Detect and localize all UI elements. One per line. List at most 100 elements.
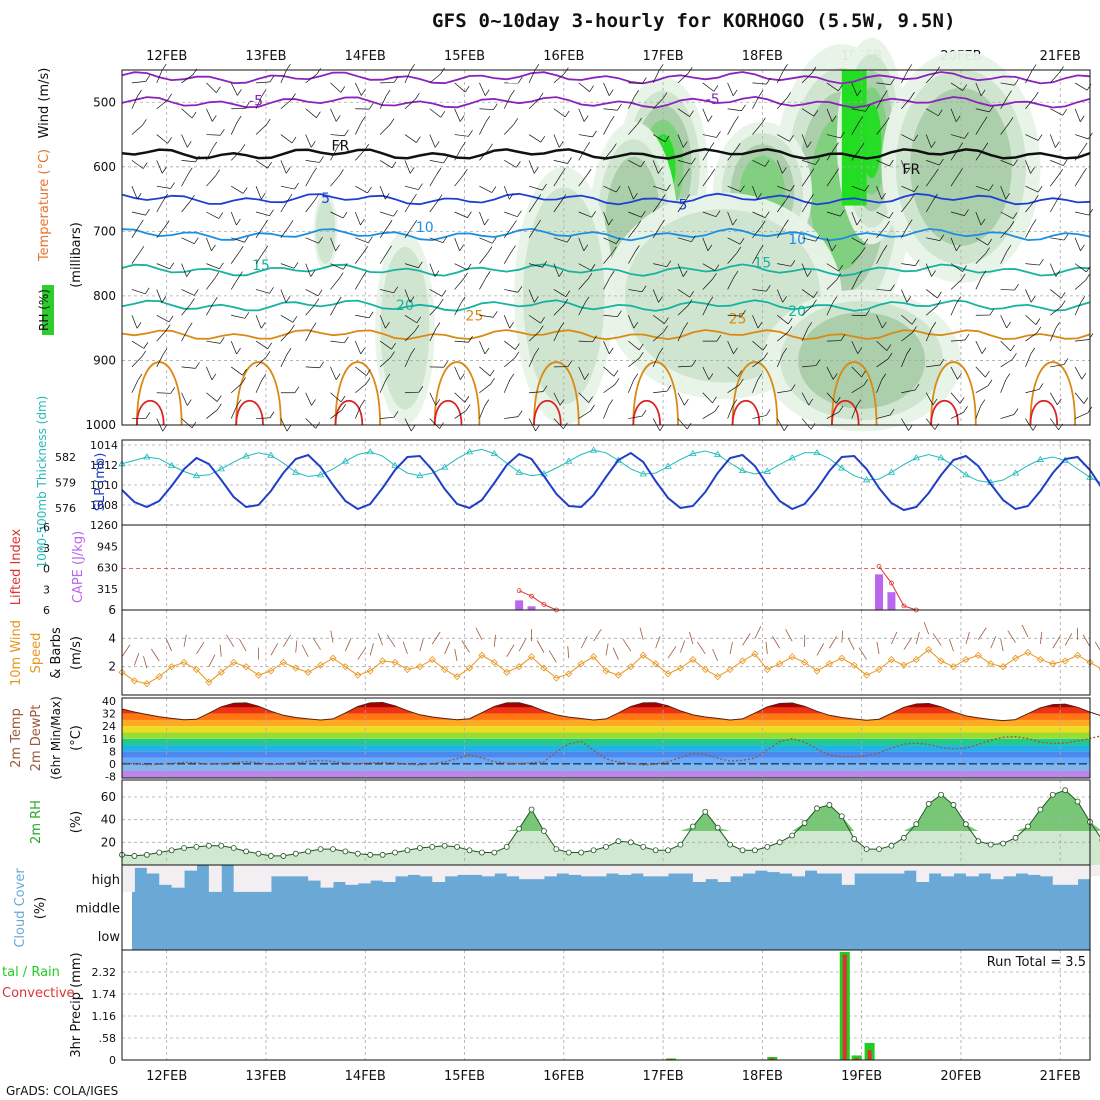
wind-barb: [925, 305, 938, 316]
wind-barb: [950, 237, 957, 251]
rh2m-point: [1012, 834, 1019, 841]
wind-barb: [801, 134, 808, 148]
cloud-cell: [246, 865, 260, 892]
wind-barb: [269, 209, 274, 216]
wind-barb: [1039, 258, 1044, 266]
wind-barb: [181, 237, 195, 245]
wind-speed-point: [590, 653, 598, 661]
wind-barb: [404, 330, 416, 342]
rh2m-point: [752, 847, 758, 854]
wind-barb: [387, 220, 393, 227]
cloud-cell: [643, 865, 657, 877]
isotherm-arch: [831, 399, 860, 426]
wind-barb: [633, 193, 638, 200]
isotherm-label: 20: [396, 298, 414, 314]
isotherm-arch: [433, 399, 463, 426]
wind-barb: [938, 109, 943, 116]
wind-barb-10m: [312, 637, 321, 650]
wind-barb: [468, 130, 473, 137]
wind-barb: [857, 270, 863, 278]
wind-barb: [752, 415, 767, 419]
wind-barb: [1036, 326, 1042, 334]
cloud-cell: [854, 865, 868, 874]
wind-barb: [776, 289, 784, 303]
wind-barb: [890, 78, 895, 85]
rh2m-point: [205, 842, 212, 849]
wind-barb: [459, 244, 464, 252]
wind-barb: [1055, 270, 1061, 277]
wind-barb: [131, 160, 144, 169]
wind-barb: [851, 276, 859, 290]
rh-tick-label: 40: [101, 813, 116, 827]
wind-barb: [186, 141, 192, 148]
wind-barb: [442, 236, 448, 243]
wind-barb: [206, 278, 216, 290]
wind-barb: [758, 90, 764, 97]
wind-barb-10m: [345, 638, 352, 652]
wind-barb-10m: [536, 640, 545, 653]
wind-barb: [355, 366, 367, 376]
wind-barb-10m: [655, 636, 661, 649]
wind-barb-10m: [567, 646, 570, 659]
cloud-cell: [308, 865, 322, 881]
wind-speed-point: [652, 660, 660, 668]
wind-barb: [195, 155, 200, 163]
wind-barb: [479, 211, 485, 226]
wind-barb: [338, 272, 344, 279]
thickness-point: [763, 467, 772, 474]
temp-ylabel-4: (°C): [69, 725, 84, 751]
time-label-bottom: 17FEB: [643, 1069, 684, 1084]
rh2m-point: [764, 843, 771, 850]
wind-barb: [975, 211, 982, 226]
wind-barb: [839, 209, 845, 217]
wind-barb: [187, 322, 193, 329]
wind-barb: [131, 379, 139, 393]
wind-barb: [727, 82, 734, 96]
wind-barb: [876, 379, 883, 393]
wind-speed-point: [887, 656, 896, 664]
wind-speed-point: [527, 653, 536, 661]
wind-barb: [513, 118, 519, 125]
wind-barb: [727, 366, 738, 377]
thickness-point: [143, 453, 151, 460]
wind-speed-point: [403, 665, 412, 674]
wind-barb: [404, 391, 419, 394]
wind-barb: [255, 315, 262, 329]
wind-barb: [181, 328, 189, 342]
wind-barb: [216, 395, 222, 402]
wind-barb: [955, 115, 961, 122]
wind-speed-point: [925, 646, 933, 654]
wind-barb: [628, 160, 641, 168]
wind-barb: [242, 369, 247, 376]
wind-barb: [285, 296, 291, 303]
wind-barb: [515, 343, 520, 350]
rh2m-point: [913, 821, 920, 828]
wind-barb: [312, 167, 317, 175]
wind-barb: [777, 185, 791, 192]
wind-barb: [504, 357, 516, 368]
wind-barb: [379, 357, 391, 368]
wind-barb: [454, 278, 464, 290]
wind-barb: [975, 405, 982, 419]
wind-barb: [354, 211, 361, 226]
cloud-cell: [581, 865, 595, 877]
wind-barb: [1050, 108, 1063, 116]
cloud-cell: [295, 865, 309, 877]
wind-barb: [364, 143, 370, 151]
wind-barb-10m: [977, 627, 987, 640]
wind-barb: [366, 369, 371, 376]
wind-barb: [812, 299, 817, 307]
cloud-cell: [730, 865, 744, 877]
wind-barb: [786, 92, 791, 99]
temp-band: [122, 702, 1090, 708]
wind-barb: [1009, 221, 1015, 228]
wind-tick-label: 4: [108, 631, 116, 645]
wind-barb: [583, 244, 589, 252]
wind-barb: [925, 72, 937, 84]
wind-speed-point: [912, 656, 920, 664]
wind-barb: [628, 340, 640, 351]
wind-barb: [230, 383, 242, 393]
cloud-cell: [841, 865, 855, 885]
wind-barb-10m: [475, 627, 483, 640]
wind-barb: [492, 311, 498, 318]
